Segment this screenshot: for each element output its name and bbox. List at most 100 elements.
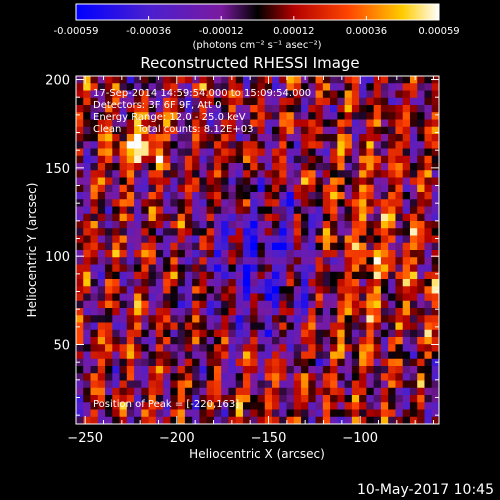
heatmap-cell [380, 293, 389, 302]
heatmap-cell [213, 141, 222, 149]
heatmap-cell [112, 126, 120, 135]
heatmap-cell [163, 286, 171, 294]
heatmap-cell [424, 366, 433, 374]
heatmap-cell [221, 155, 229, 164]
heatmap-cell [228, 351, 237, 360]
heatmap-cell [105, 300, 113, 309]
heatmap-cell [293, 387, 302, 396]
heatmap-cell [380, 264, 389, 273]
heatmap-cell [351, 416, 360, 425]
heatmap-cell [235, 170, 244, 178]
heatmap-cell [330, 271, 338, 280]
heatmap-cell [293, 366, 302, 374]
heatmap-cell [417, 213, 425, 222]
heatmap-cell [199, 126, 207, 135]
heatmap-cell [359, 192, 367, 200]
heatmap-cell [431, 250, 440, 258]
heatmap-cell [424, 177, 433, 186]
heatmap-cell [163, 206, 171, 215]
heatmap-cell [315, 221, 324, 229]
heatmap-cell [366, 293, 374, 302]
heatmap-cell [228, 257, 237, 265]
heatmap-cell [257, 308, 266, 316]
heatmap-cell [417, 293, 425, 302]
heatmap-cell [395, 409, 403, 418]
heatmap-cell [424, 163, 433, 171]
heatmap-cell [213, 148, 222, 157]
heatmap-cell [119, 279, 128, 287]
heatmap-cell [134, 279, 142, 287]
heatmap-cell [126, 126, 135, 135]
heatmap-cell [402, 141, 411, 149]
heatmap-cell [119, 134, 128, 142]
heatmap-cell [279, 126, 287, 135]
heatmap-cell [279, 192, 287, 200]
heatmap-cell [330, 257, 338, 265]
heatmap-cell [388, 337, 396, 345]
heatmap-cell [272, 235, 280, 244]
heatmap-cell [97, 293, 106, 302]
heatmap-cell [155, 228, 164, 236]
heatmap-cell [105, 315, 113, 323]
heatmap-cell [395, 308, 403, 316]
heatmap-cell [344, 271, 353, 280]
heatmap-cell [134, 380, 142, 389]
heatmap-cell [409, 293, 418, 302]
heatmap-cell [76, 279, 84, 287]
heatmap-cell [395, 148, 403, 157]
heatmap-cell [250, 293, 258, 302]
heatmap-cell [105, 329, 113, 338]
heatmap-cell [330, 184, 338, 193]
heatmap-cell [213, 286, 222, 294]
heatmap-cell [141, 329, 149, 338]
colorbar-gradient [76, 4, 439, 20]
heatmap-cell [286, 221, 295, 229]
heatmap-cell [228, 308, 237, 316]
heatmap-cell [250, 213, 258, 222]
heatmap-cell [373, 308, 382, 316]
heatmap-cell [112, 286, 120, 294]
heatmap-cell [293, 279, 302, 287]
heatmap-cell [395, 76, 403, 84]
heatmap-cell [272, 395, 280, 403]
heatmap-cell [351, 141, 360, 149]
heatmap-cell [213, 380, 222, 389]
heatmap-cell [315, 293, 324, 302]
heatmap-cell [206, 141, 215, 149]
heatmap-cell [359, 170, 367, 178]
heatmap-cell [76, 329, 84, 338]
heatmap-cell [257, 380, 266, 389]
heatmap-cell [388, 402, 396, 410]
heatmap-cell [308, 134, 316, 142]
heatmap-cell [213, 163, 222, 171]
heatmap-cell [373, 163, 382, 171]
heatmap-cell [199, 235, 207, 244]
heatmap-cell [163, 148, 171, 157]
heatmap-cell [134, 163, 142, 171]
heatmap-cell [141, 416, 149, 425]
heatmap-cell [250, 380, 258, 389]
heatmap-cell [337, 83, 345, 91]
heatmap-cell [105, 235, 113, 244]
heatmap-cell [206, 344, 215, 352]
heatmap-cell [170, 351, 178, 360]
heatmap-cell [337, 395, 345, 403]
heatmap-cell [424, 286, 433, 294]
heatmap-cell [417, 337, 425, 345]
heatmap-cell [235, 141, 244, 149]
heatmap-cell [286, 271, 295, 280]
heatmap-cell [97, 380, 106, 389]
heatmap-cell [199, 105, 207, 113]
heatmap-cell [373, 119, 382, 128]
heatmap-cell [351, 206, 360, 215]
heatmap-cell [308, 199, 316, 207]
heatmap-cell [97, 366, 106, 374]
heatmap-cell [402, 155, 411, 164]
heatmap-cell [301, 293, 309, 302]
heatmap-cell [250, 322, 258, 331]
heatmap-cell [250, 329, 258, 338]
heatmap-cell [184, 315, 193, 323]
heatmap-cell [322, 90, 331, 99]
heatmap-cell [359, 373, 367, 381]
heatmap-cell [257, 373, 266, 381]
